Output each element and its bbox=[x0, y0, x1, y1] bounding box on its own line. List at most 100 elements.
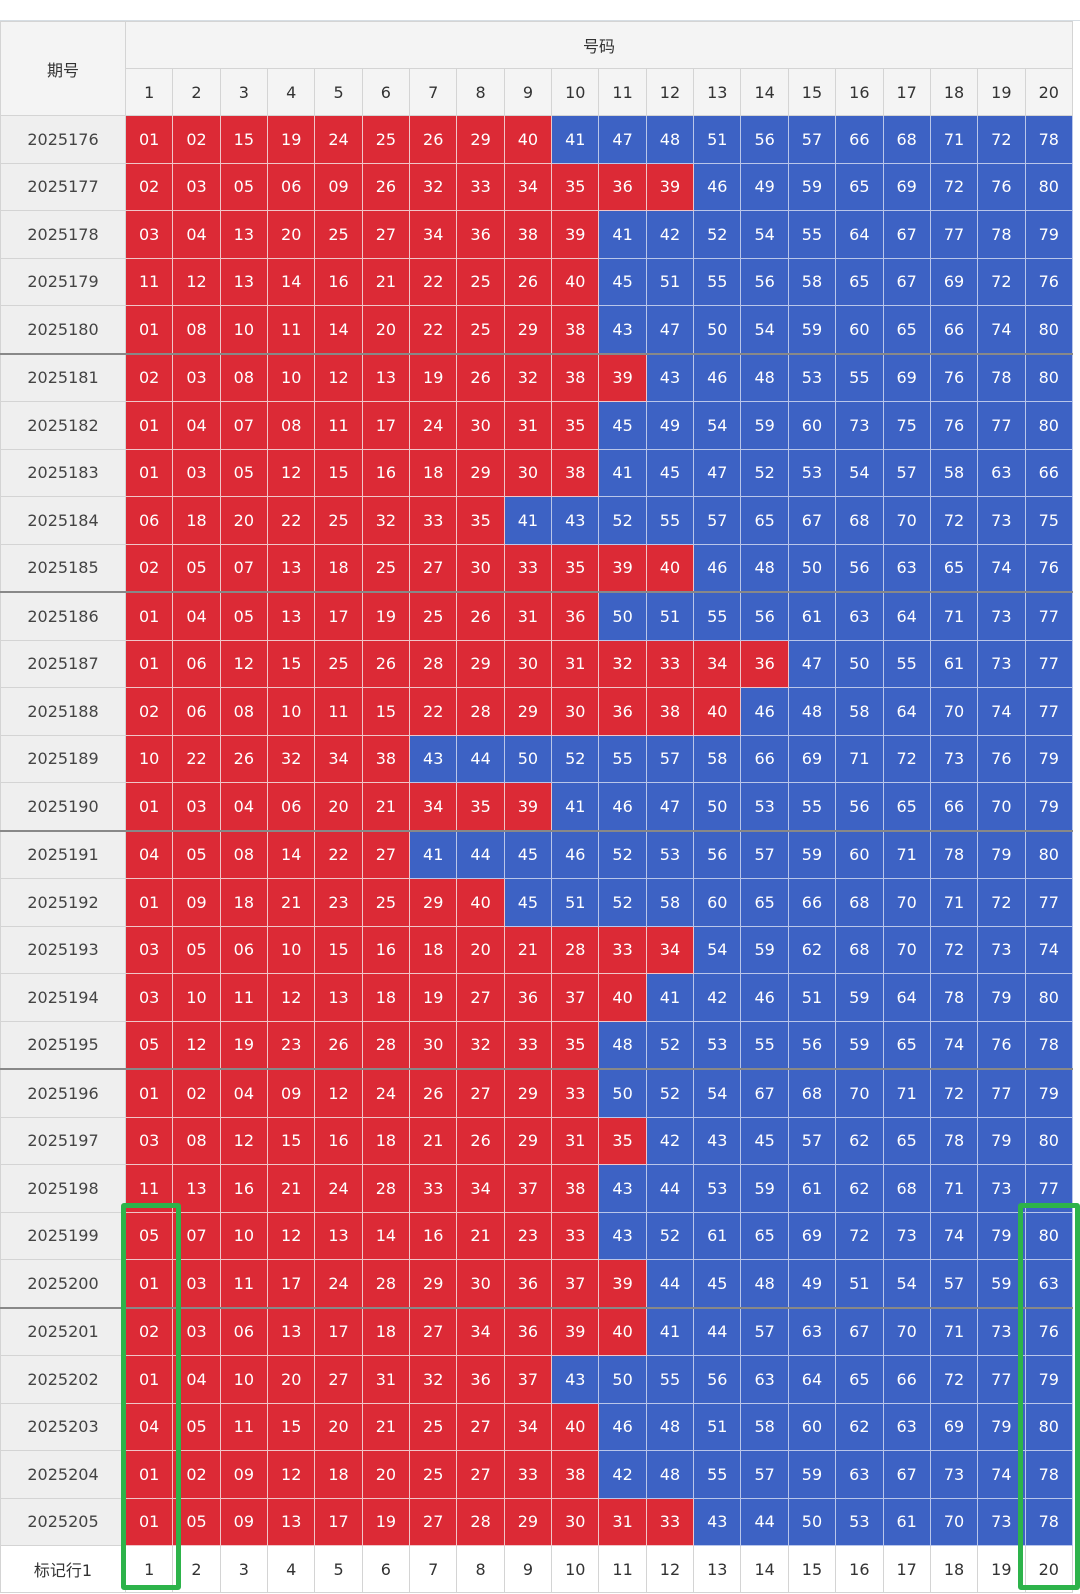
blue-number: 63 bbox=[835, 591, 884, 641]
blue-number: 80 bbox=[1024, 1116, 1074, 1165]
red-number: 23 bbox=[503, 1211, 553, 1260]
blue-number: 72 bbox=[882, 734, 931, 783]
period: 2025180 bbox=[0, 305, 126, 355]
blue-number: 64 bbox=[882, 591, 931, 641]
blue-number: 60 bbox=[787, 401, 837, 450]
red-number: 11 bbox=[219, 973, 269, 1022]
red-number: 26 bbox=[456, 591, 505, 641]
blue-number: 79 bbox=[1024, 782, 1074, 832]
red-number: 29 bbox=[503, 1116, 553, 1165]
red-number: 18 bbox=[361, 1307, 411, 1356]
red-number: 10 bbox=[172, 973, 221, 1022]
blue-number: 73 bbox=[929, 1450, 979, 1499]
blue-number: 63 bbox=[882, 1402, 931, 1451]
red-number: 12 bbox=[172, 257, 221, 306]
red-number: 09 bbox=[267, 1068, 316, 1118]
blue-number: 77 bbox=[1024, 687, 1074, 736]
red-number: 19 bbox=[409, 353, 458, 402]
blue-number: 66 bbox=[1024, 448, 1074, 497]
column-header: 15 bbox=[787, 68, 837, 116]
blue-number: 51 bbox=[645, 257, 695, 306]
red-number: 19 bbox=[219, 1020, 269, 1070]
red-number: 33 bbox=[551, 1211, 600, 1260]
blue-number: 51 bbox=[787, 973, 837, 1022]
red-number: 27 bbox=[456, 1068, 505, 1118]
draw-row: 2025201 02 03 06 13 17 18 27 34 36 39 40 41 44 57 63 67 7… bbox=[0, 1307, 1074, 1356]
blue-number: 74 bbox=[1024, 925, 1074, 974]
red-number: 38 bbox=[551, 353, 600, 402]
red-number: 04 bbox=[219, 1068, 269, 1118]
red-number: 02 bbox=[124, 353, 174, 402]
red-number: 30 bbox=[503, 639, 553, 688]
blue-number: 54 bbox=[693, 1068, 742, 1118]
footer-mark: 15 bbox=[787, 1545, 837, 1593]
red-number: 12 bbox=[314, 353, 363, 402]
blue-number: 62 bbox=[835, 1116, 884, 1165]
red-number: 06 bbox=[267, 162, 316, 211]
blue-number: 46 bbox=[693, 162, 742, 211]
blue-number: 50 bbox=[598, 591, 647, 641]
red-number: 20 bbox=[456, 925, 505, 974]
red-number: 40 bbox=[503, 115, 553, 164]
footer-mark: 13 bbox=[693, 1545, 742, 1593]
red-number: 39 bbox=[598, 1259, 647, 1309]
blue-number: 79 bbox=[977, 973, 1026, 1022]
red-number: 12 bbox=[267, 448, 316, 497]
footer-mark: 4 bbox=[267, 1545, 316, 1593]
blue-number: 48 bbox=[740, 1259, 789, 1309]
blue-number: 75 bbox=[882, 401, 931, 450]
footer-mark: 3 bbox=[219, 1545, 269, 1593]
blue-number: 72 bbox=[929, 162, 979, 211]
red-number: 08 bbox=[172, 1116, 221, 1165]
blue-number: 75 bbox=[1024, 496, 1074, 545]
red-number: 39 bbox=[503, 782, 553, 832]
blue-number: 58 bbox=[929, 448, 979, 497]
blue-number: 61 bbox=[693, 1211, 742, 1260]
blue-number: 64 bbox=[882, 973, 931, 1022]
blue-number: 45 bbox=[598, 401, 647, 450]
red-number: 01 bbox=[124, 1259, 174, 1309]
red-number: 25 bbox=[409, 591, 458, 641]
blue-number: 76 bbox=[977, 162, 1026, 211]
blue-number: 53 bbox=[693, 1020, 742, 1070]
red-number: 31 bbox=[361, 1355, 411, 1404]
blue-number: 47 bbox=[787, 639, 837, 688]
period: 2025194 bbox=[0, 973, 126, 1022]
red-number: 38 bbox=[361, 734, 411, 783]
draw-row: 2025189 10 22 26 32 34 38 43 44 50 52 55 57 58 66 69 71 7… bbox=[0, 734, 1074, 783]
red-number: 01 bbox=[124, 639, 174, 688]
blue-number: 57 bbox=[787, 1116, 837, 1165]
red-number: 35 bbox=[456, 496, 505, 545]
red-number: 13 bbox=[314, 1211, 363, 1260]
blue-number: 43 bbox=[693, 1116, 742, 1165]
blue-number: 72 bbox=[977, 878, 1026, 927]
blue-number: 73 bbox=[977, 639, 1026, 688]
red-number: 34 bbox=[503, 1402, 553, 1451]
blue-number: 62 bbox=[835, 1164, 884, 1213]
blue-number: 52 bbox=[693, 210, 742, 259]
blue-number: 80 bbox=[1024, 305, 1074, 355]
blue-number: 58 bbox=[645, 878, 695, 927]
blue-number: 79 bbox=[977, 1116, 1026, 1165]
red-number: 35 bbox=[551, 1020, 600, 1070]
red-number: 13 bbox=[361, 353, 411, 402]
blue-number: 67 bbox=[882, 257, 931, 306]
red-number: 11 bbox=[219, 1402, 269, 1451]
blue-number: 44 bbox=[456, 734, 505, 783]
blue-number: 80 bbox=[1024, 973, 1074, 1022]
blue-number: 78 bbox=[929, 830, 979, 879]
period: 2025189 bbox=[0, 734, 126, 783]
red-number: 29 bbox=[503, 1497, 553, 1546]
draw-row: 2025186 01 04 05 13 17 19 25 26 31 36 50 51 55 56 61 63 6… bbox=[0, 591, 1074, 641]
draw-table: 期号 号码 1 2 3 4 5 6 7 8 9 10 11 12 13 14 15 16 17 18 19 20 20251… bbox=[0, 21, 1074, 1593]
blue-number: 67 bbox=[835, 1307, 884, 1356]
footer-mark: 11 bbox=[598, 1545, 647, 1593]
blue-number: 48 bbox=[645, 1402, 695, 1451]
column-header: 2 bbox=[172, 68, 221, 116]
red-number: 13 bbox=[267, 543, 316, 593]
red-number: 31 bbox=[551, 1116, 600, 1165]
blue-number: 74 bbox=[977, 1450, 1026, 1499]
blue-number: 61 bbox=[787, 1164, 837, 1213]
red-number: 25 bbox=[409, 1450, 458, 1499]
red-number: 04 bbox=[172, 591, 221, 641]
